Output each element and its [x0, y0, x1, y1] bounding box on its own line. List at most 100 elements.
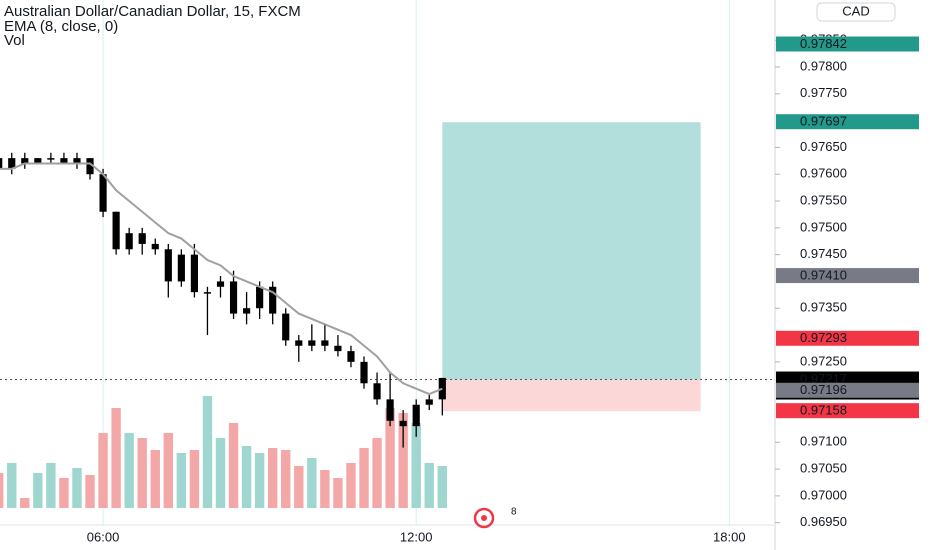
volume-bar [411, 423, 421, 508]
currency-button[interactable] [816, 2, 896, 22]
volume-bar [59, 478, 69, 508]
candle-body [125, 233, 133, 250]
volume-bar [346, 463, 356, 508]
indicator-label: Vol [4, 32, 25, 49]
chart-title: Australian Dollar/Canadian Dollar, 15, F… [4, 3, 301, 20]
volume-bar [241, 446, 252, 508]
volume-bar [20, 498, 30, 508]
price-badge-label: 0.97158 [800, 403, 847, 418]
y-tick-label: 0.97800 [800, 58, 847, 73]
price-badge-label: 0.97217 [800, 371, 847, 386]
event-icon [473, 507, 495, 529]
volume-bar [46, 463, 56, 508]
candle-body [177, 254, 185, 282]
volume-bar [385, 408, 395, 508]
candle-body [347, 351, 355, 362]
volume-bar [189, 450, 200, 508]
volume-bar [372, 438, 382, 508]
price-badge [776, 382, 919, 398]
candle-body [190, 254, 198, 293]
candle-body [386, 399, 394, 421]
volume-bar [176, 453, 187, 508]
price-badge [776, 268, 919, 284]
candle-body [269, 286, 277, 314]
volume-bar [137, 438, 147, 508]
volume-bar [111, 408, 121, 508]
candle-body [21, 158, 29, 164]
candle-body [164, 249, 172, 282]
profit-zone [442, 122, 701, 380]
candle-body [399, 420, 407, 427]
y-tick-label: 0.97750 [800, 85, 847, 100]
y-tick-label: 0.97450 [800, 246, 847, 261]
volume-bar [281, 450, 291, 508]
candle-body [73, 158, 81, 164]
volume-bar [98, 433, 108, 508]
price-badge [776, 403, 919, 419]
candle-body [334, 345, 342, 352]
price-badge-label: 0.97410 [800, 268, 847, 283]
candle-body [425, 399, 433, 405]
volume-bar [359, 448, 369, 508]
candle-body [308, 340, 316, 346]
y-tick-label: 0.97600 [800, 166, 847, 181]
candle-body [295, 340, 303, 346]
candle-body [99, 174, 107, 212]
background-layer: 0.96950 0.97000 0.97050 0.97100 0.97250 0.973… [0, 0, 847, 529]
candle-body [216, 281, 225, 287]
y-tick-label: 0.97050 [800, 460, 847, 475]
labels-layer: 06:00 12:00 18:00 0.97842 0.97697 0.97410 0.97… [87, 36, 919, 544]
candle-body [34, 158, 42, 164]
price-badge [776, 36, 919, 52]
volume-bar [7, 463, 17, 508]
volume-bar [124, 433, 134, 508]
currency-label[interactable]: CAD [842, 3, 869, 18]
candle-body [47, 158, 55, 160]
candle-body [256, 286, 264, 309]
y-tick-label: 0.97250 [800, 353, 847, 368]
ema-line [0, 162, 443, 396]
y-tick-label: 0.97550 [800, 192, 847, 207]
x-tick-label: 06:00 [87, 529, 120, 544]
x-tick-label: 12:00 [400, 529, 433, 544]
volume-bar [424, 463, 434, 508]
indicator-label: EMA (8, close, 0) [4, 18, 118, 35]
price-badge-label: 0.97697 [800, 114, 847, 129]
volume-bar [254, 453, 265, 508]
volume-bar [437, 466, 447, 508]
price-badge-label: 0.97196 [800, 382, 847, 397]
candle-body [60, 158, 68, 164]
volume-bar [307, 458, 317, 508]
marks-layer [0, 152, 447, 508]
candle-body [229, 281, 238, 314]
candle-body [86, 158, 94, 175]
price-badge-label: 0.97293 [800, 330, 847, 345]
candle-body [151, 243, 159, 250]
candle-body [203, 292, 212, 294]
volume-bar [215, 438, 226, 508]
candle-body [412, 404, 420, 427]
y-tick-label: 0.96950 [800, 514, 847, 529]
volume-bar [228, 423, 239, 508]
candle-body [112, 211, 120, 250]
candle-body [138, 233, 146, 244]
volume-bar [267, 448, 278, 508]
candle-body [321, 340, 329, 346]
volume-bar [202, 396, 213, 508]
x-tick-label: 18:00 [713, 529, 746, 544]
candle-body [360, 361, 368, 384]
candle-body [0, 158, 3, 169]
candle-body [8, 158, 16, 169]
loss-zone [442, 379, 701, 412]
volume-bar [398, 413, 408, 508]
volume-bar [294, 466, 304, 508]
volume-bar [333, 478, 343, 508]
volume-bar [163, 433, 174, 508]
y-tick-label: 0.97100 [800, 434, 847, 449]
price-badge-label: 0.97842 [800, 36, 847, 51]
y-tick-label: 0.97000 [800, 487, 847, 502]
y-tick-label: 0.97500 [800, 219, 847, 234]
event-count: 8 [511, 507, 517, 518]
candle-body [243, 308, 251, 314]
